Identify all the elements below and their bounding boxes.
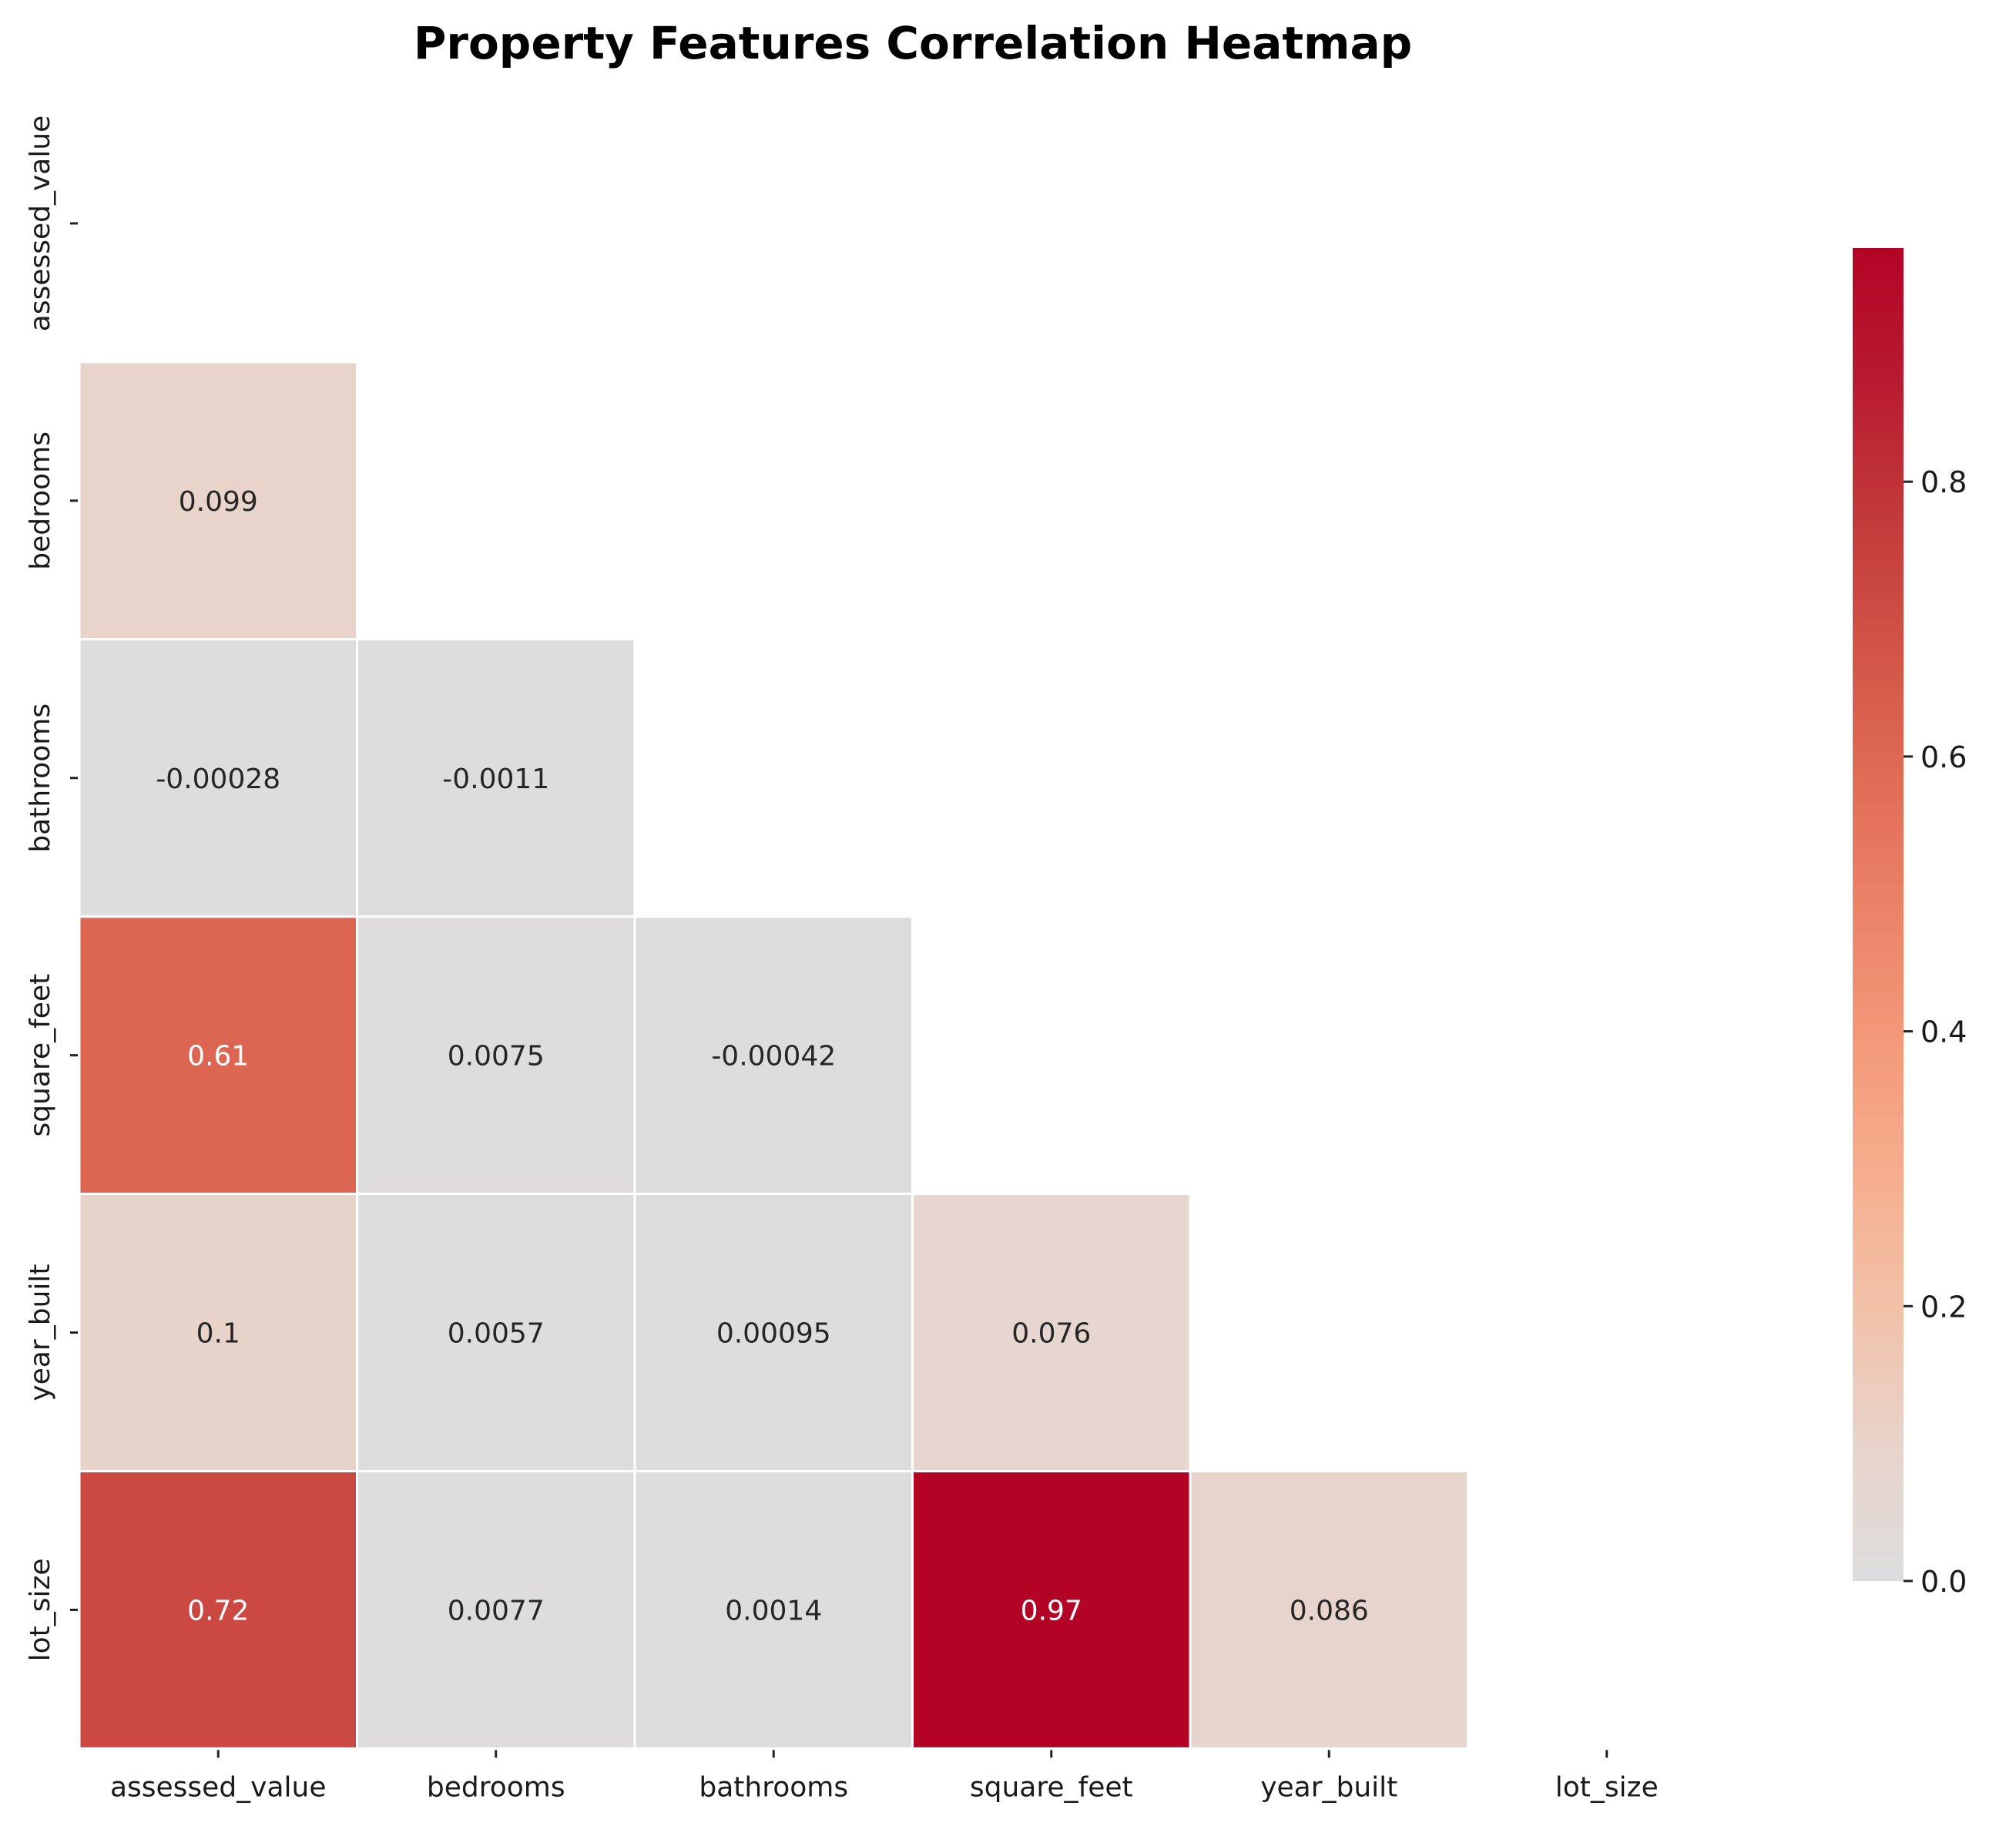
x-tick-label-bathrooms: bathrooms: [699, 1771, 848, 1803]
chart-title: Property Features Correlation Heatmap: [414, 17, 1412, 69]
cell-value-label-lot-size-bedrooms: 0.0077: [448, 1595, 545, 1626]
cell-value-label-lot-size-bathrooms: 0.0014: [725, 1595, 822, 1626]
x-tick-label-assessed-value: assessed_value: [110, 1771, 327, 1803]
heatmap-cell-lot-size-year-built: [1189, 1470, 1469, 1750]
heatmap-cell-square-feet-bedrooms: [356, 915, 636, 1196]
colorbar-tick-label-1: 0.2: [1920, 1290, 1967, 1324]
cell-value-label-square-feet-bedrooms: 0.0075: [448, 1041, 545, 1072]
heatmap-cell-year-built-bedrooms: [356, 1193, 636, 1472]
cell-value-label-year-built-square-feet: 0.076: [1011, 1318, 1091, 1350]
cell-value-label-lot-size-year-built: 0.086: [1290, 1595, 1369, 1626]
colorbar-ticks: 0.0 0.2 0.4 0.6 0.8: [1904, 465, 1967, 1599]
y-tick-label-bathrooms: bathrooms: [25, 703, 56, 853]
heatmap-cell-lot-size-square-feet: [911, 1470, 1192, 1750]
heatmap-cell-bedrooms-assessed-value: [78, 361, 358, 641]
colorbar-tick-label-4: 0.8: [1920, 465, 1967, 499]
x-tick-label-bedrooms: bedrooms: [427, 1771, 565, 1803]
colorbar-tick-label-3: 0.6: [1920, 740, 1967, 774]
y-tick-label-square-feet: square_feet: [25, 974, 56, 1137]
cell-value-label-bathrooms-assessed-value: -0.00028: [156, 764, 280, 795]
heatmap-cell-lot-size-bedrooms: [356, 1470, 636, 1750]
x-axis: assessed_value bedrooms bathrooms square_fe…: [110, 1750, 1659, 1803]
y-tick-label-bedrooms: bedrooms: [25, 431, 56, 570]
x-tick-label-year-built: year_built: [1260, 1771, 1397, 1803]
cell-value-label-year-built-bathrooms: 0.00095: [716, 1318, 831, 1350]
colorbar-tick-label-2: 0.4: [1920, 1015, 1967, 1049]
heatmap-cell-year-built-square-feet: [911, 1193, 1192, 1472]
heatmap-cell-bathrooms-bedrooms: [356, 638, 636, 918]
y-tick-label-assessed-value: assessed_value: [25, 116, 56, 332]
heatmap-cell-square-feet-assessed-value: [78, 915, 358, 1196]
colorbar: 0.0 0.2 0.4 0.6 0.8: [1853, 248, 1967, 1599]
cell-value-label-bedrooms-assessed-value: 0.099: [179, 486, 258, 518]
heatmap-cells: 0.099 -0.00028 -0.0011 0.61 0.0075 -0.00042 0.…: [78, 361, 1469, 1750]
y-tick-label-year-built: year_built: [25, 1264, 56, 1401]
cell-value-label-year-built-bedrooms: 0.0057: [448, 1318, 545, 1350]
colorbar-gradient: [1853, 248, 1904, 1581]
cell-value-label-square-feet-assessed-value: 0.61: [187, 1041, 249, 1072]
heatmap-cell-bathrooms-assessed-value: [78, 638, 358, 918]
cell-value-label-lot-size-assessed-value: 0.72: [187, 1595, 249, 1626]
x-tick-label-square-feet: square_feet: [970, 1771, 1133, 1803]
cell-value-label-year-built-assessed-value: 0.1: [196, 1318, 240, 1350]
y-axis: assessed_value bedrooms bathrooms square_fe…: [25, 116, 78, 1661]
x-tick-label-lot-size: lot_size: [1555, 1771, 1659, 1803]
colorbar-tick-label-0: 0.0: [1920, 1565, 1967, 1599]
cell-value-label-bathrooms-bedrooms: -0.0011: [442, 764, 549, 795]
heatmap-cell-square-feet-bathrooms: [633, 915, 914, 1196]
cell-value-label-square-feet-bathrooms: -0.00042: [711, 1041, 836, 1072]
heatmap-cell-lot-size-bathrooms: [633, 1470, 914, 1750]
cell-value-label-lot-size-square-feet: 0.97: [1021, 1595, 1082, 1626]
y-tick-label-lot-size: lot_size: [25, 1558, 56, 1661]
